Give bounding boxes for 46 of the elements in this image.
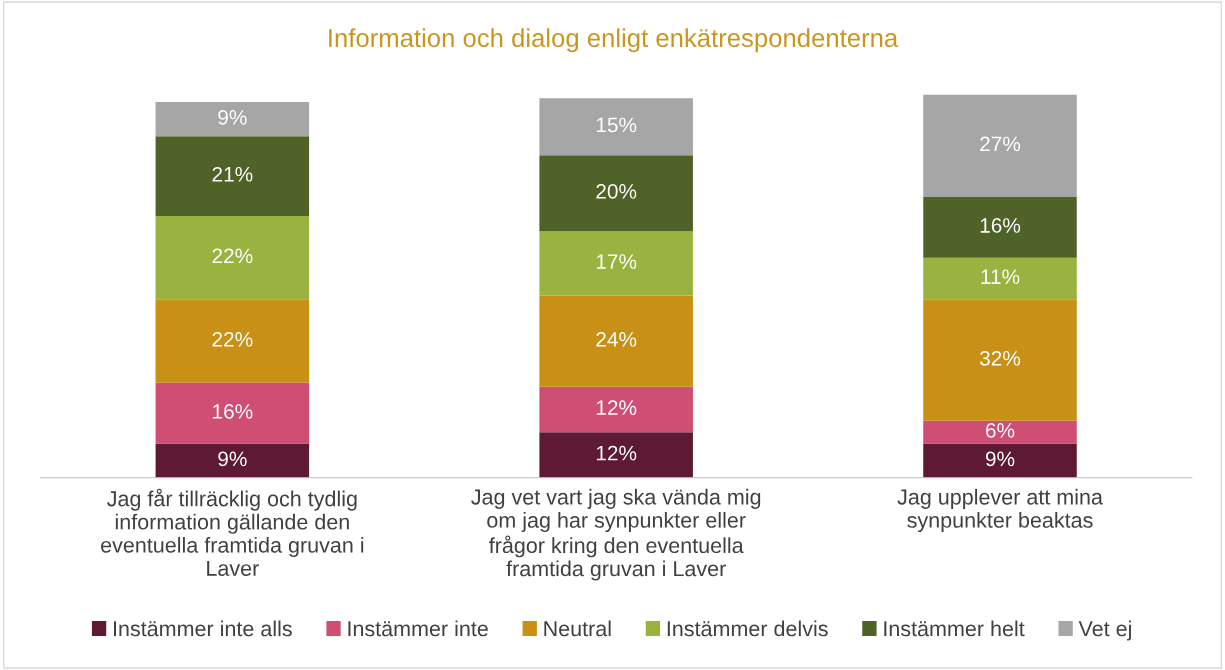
bar — [155, 299, 310, 383]
data-label: 24% — [596, 331, 637, 347]
bar — [155, 443, 310, 478]
data-label: 12% — [596, 445, 637, 461]
data-label: 9% — [218, 109, 247, 125]
data-label: 15% — [596, 117, 637, 133]
legend-label: Vet ej — [1078, 620, 1131, 641]
data-label: 6% — [986, 423, 1015, 438]
data-label: 9% — [985, 451, 1015, 467]
bar — [923, 257, 1077, 300]
data-label: 27% — [980, 136, 1021, 152]
legend-label: Instämmer helt — [884, 620, 1025, 637]
legend-label: Instämmer inte — [348, 620, 488, 637]
data-label: 16% — [213, 404, 253, 419]
data-label: 22% — [212, 248, 253, 264]
bar — [539, 432, 693, 478]
data-label: 11% — [981, 269, 1020, 285]
data-label: 12% — [596, 400, 637, 415]
x-tick-label: Jag får tillräcklig och tydlig information gällande den eventuella framtida gruvan i Laver — [101, 488, 364, 576]
data-label: 21% — [212, 166, 253, 182]
bar — [539, 295, 693, 387]
bar — [923, 94, 1077, 197]
chart-title: Information och dialog enligt enkätrespondenterna — [329, 28, 899, 53]
legend-label: Instämmer inte alls — [113, 620, 292, 637]
legend-label: Instämmer delvis — [667, 620, 828, 637]
bar — [155, 136, 310, 216]
x-tick-label: Jag upplever att mina synpunkter beaktas — [897, 488, 1103, 533]
bar — [155, 382, 310, 444]
data-label: 20% — [596, 183, 637, 199]
bar — [923, 443, 1077, 478]
bar — [923, 196, 1077, 258]
bar — [923, 420, 1077, 444]
bar — [539, 231, 693, 296]
bar — [539, 155, 693, 232]
bar — [539, 98, 693, 156]
legend-label: Neutral — [544, 620, 611, 637]
data-label: 9% — [218, 451, 247, 467]
bar — [923, 299, 1077, 421]
data-label: 16% — [980, 218, 1021, 233]
bar — [155, 215, 310, 300]
data-label: 17% — [596, 254, 637, 269]
bar — [539, 386, 693, 433]
bar — [155, 102, 310, 137]
x-tick-label: Jag vet vart jag ska vända mig om jag har synpunkter eller frågor kring den eventuella framtida gruvan i Laver — [471, 488, 761, 581]
data-label: 22% — [212, 331, 253, 347]
data-label: 32% — [979, 350, 1021, 366]
